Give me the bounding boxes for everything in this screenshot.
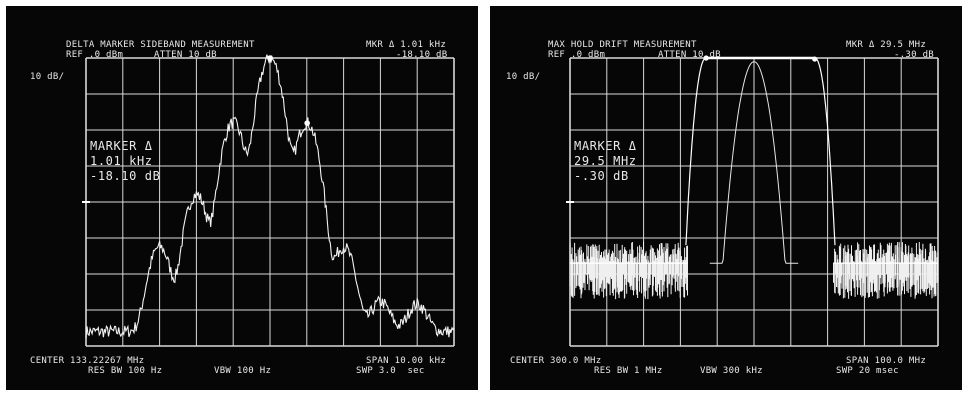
res-bw: RES BW 1 MHz	[594, 366, 663, 376]
spectrum-plot-left	[82, 54, 455, 347]
scale-label: 10 dB/	[506, 72, 541, 82]
marker-dot	[304, 120, 310, 126]
spectrum-screen-right: MAX HOLD DRIFT MEASUREMENT REF .0 dBm AT…	[490, 6, 962, 390]
sweep-time: SWP 3.0 sec	[356, 366, 425, 376]
sweep-time: SWP 20 msec	[836, 366, 899, 376]
noise-hash	[569, 241, 688, 300]
res-bw: RES BW 100 Hz	[88, 366, 163, 376]
ref-level: REF .0 dBm	[66, 50, 124, 60]
vbw: VBW 300 kHz	[700, 366, 763, 376]
marker-freq: 1.01 kHz	[90, 154, 153, 168]
panel-divider	[478, 0, 490, 396]
atten-label: ATTEN 10 dB	[154, 50, 217, 60]
marker-title: MARKER Δ	[90, 139, 153, 153]
screen-title: MAX HOLD DRIFT MEASUREMENT	[548, 40, 697, 50]
span: SPAN 10.00 kHz	[366, 356, 447, 366]
ref-level: REF .0 dBm	[548, 50, 606, 60]
scale-label: 10 dB/	[30, 72, 65, 82]
span: SPAN 100.0 MHz	[846, 356, 927, 366]
vbw: VBW 100 Hz	[214, 366, 272, 376]
max-hold-envelope	[685, 57, 836, 246]
spectrum-plot-right	[566, 55, 939, 347]
atten-label: ATTEN 10 dB	[658, 50, 721, 60]
marker-value-top: -18.10 dB	[396, 50, 448, 60]
marker-freq: 29.5 MHz	[574, 154, 637, 168]
marker-value-top: -.30 dB	[894, 50, 935, 60]
marker-readout-top: MKR Δ 1.01 kHz	[366, 40, 447, 50]
marker-readout-top: MKR Δ 29.5 MHz	[846, 40, 927, 50]
marker-db: -.30 dB	[574, 169, 629, 183]
marker-dot	[703, 55, 709, 61]
marker-dot	[812, 56, 818, 62]
marker-title: MARKER Δ	[574, 139, 637, 153]
single-sweep-trace	[709, 61, 799, 264]
noise-hash	[833, 242, 939, 299]
spectrum-screen-left: DELTA MARKER SIDEBAND MEASUREMENT REF .0…	[6, 6, 478, 390]
center-freq: CENTER 300.0 MHz	[510, 356, 602, 366]
marker-dot	[267, 55, 273, 61]
screen-title: DELTA MARKER SIDEBAND MEASUREMENT	[66, 40, 255, 50]
center-freq: CENTER 133.22267 MHz	[30, 356, 145, 366]
marker-db: -18.10 dB	[90, 169, 161, 183]
